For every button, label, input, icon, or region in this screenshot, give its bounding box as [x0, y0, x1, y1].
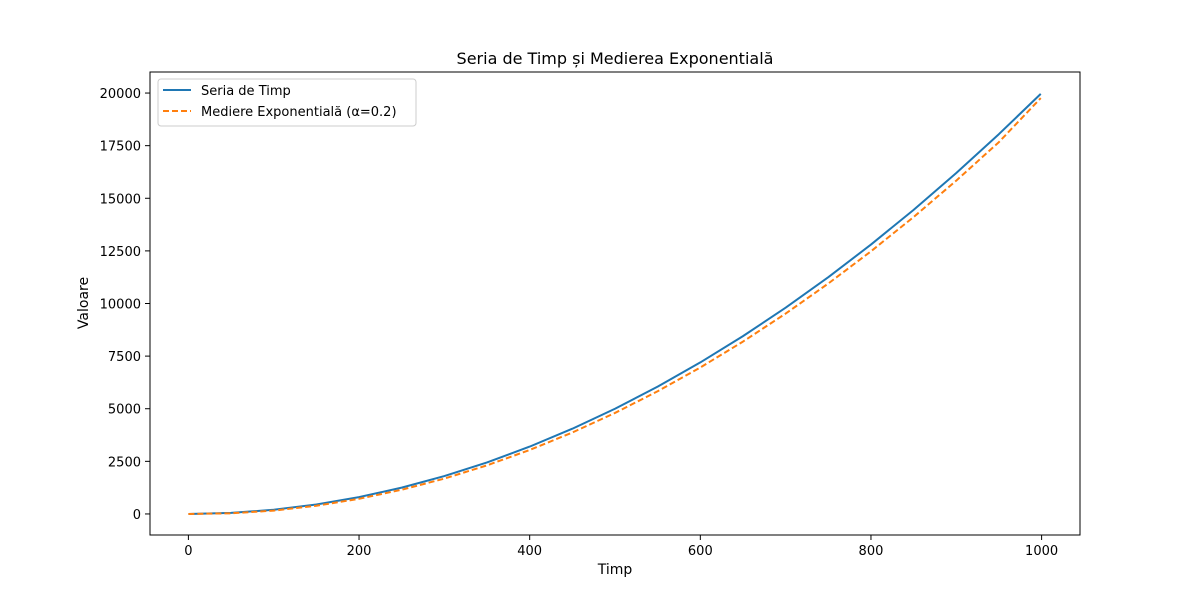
x-tick-label: 0	[184, 544, 192, 559]
plot-area: 0 200 400 600 800 100002500500075001000012500…	[100, 71, 1081, 559]
legend: Seria de Timp Mediere Exponentială (α=0.2…	[157, 78, 417, 127]
legend-label-1: Mediere Exponentială (α=0.2)	[201, 105, 397, 120]
x-tick-label: 600	[688, 544, 713, 559]
y-tick-label: 7500	[108, 350, 141, 365]
y-tick-label: 2500	[108, 455, 141, 470]
y-tick-label: 5000	[108, 403, 141, 418]
y-tick-label: 12500	[100, 245, 141, 260]
legend-label-0: Seria de Timp	[201, 84, 291, 99]
y-tick-label: 0	[133, 508, 141, 523]
series-line-0	[188, 93, 1042, 515]
y-axis-title: Valoare	[76, 277, 92, 329]
x-tick-label: 800	[859, 544, 884, 559]
legend-box	[157, 78, 417, 127]
y-tick-label: 17500	[100, 140, 141, 155]
series-line-1	[188, 97, 1042, 515]
x-tick-label: 400	[517, 544, 542, 559]
x-tick-label: 200	[347, 544, 372, 559]
y-tick-label: 10000	[100, 298, 141, 313]
x-tick-label: 1000	[1025, 544, 1058, 559]
y-tick-label: 15000	[100, 192, 141, 207]
chart-title: Seria de Timp și Medierea Exponentială	[457, 49, 774, 68]
x-axis-title: Timp	[597, 562, 633, 578]
y-tick-label: 20000	[100, 87, 141, 102]
